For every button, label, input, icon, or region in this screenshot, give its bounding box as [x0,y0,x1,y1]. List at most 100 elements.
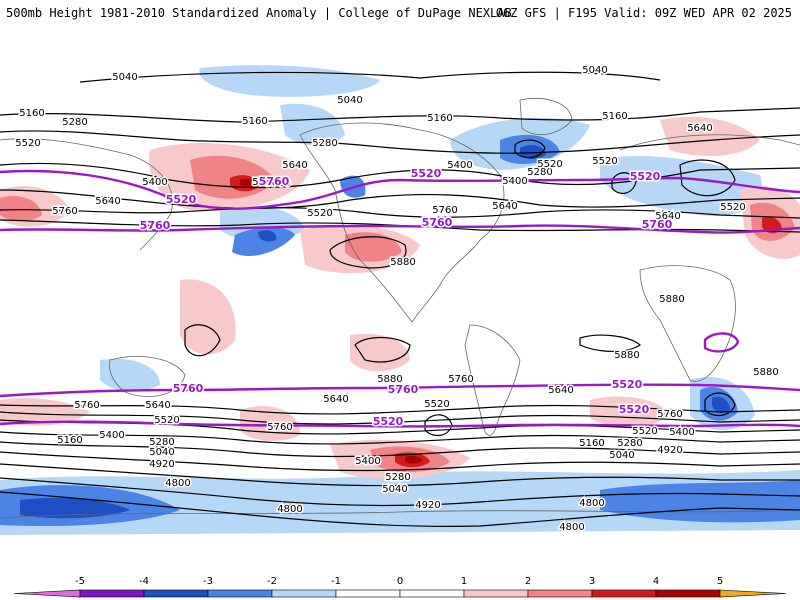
highlighted-contour-label: 5760 [388,383,419,396]
anomaly-neg1-area [600,155,762,216]
colorbar-right-extension [719,589,787,598]
contour-5400-south [0,431,800,445]
contour-label-halo: 4800 [277,504,302,515]
contour-label: 5760 [432,205,457,216]
contour-label: 5400 [99,430,124,441]
map-title: 500mb Height 1981-2010 Standardized Anom… [6,6,512,20]
anomaly-neg3-area [712,396,730,413]
contour-label-halo: 5160 [57,435,82,446]
contour-label-halo: 4920 [415,500,440,511]
anomaly-neg3-area [258,230,277,242]
contour-label-halo: 5400 [355,456,380,467]
contour-5520 [0,189,800,209]
contour-label-halo: 5640 [548,385,573,396]
contour-label: 4800 [579,498,604,509]
contour-label: 5040 [337,95,362,106]
contour-label-halo: 5760 [432,205,457,216]
highlighted-contour-label-halo: 5760 [388,383,419,396]
contour-label-halo: 5040 [582,65,607,76]
contour-label-halo: 5520 [154,415,179,426]
contour-label: 5640 [548,385,573,396]
contour-label-halo: 5040 [337,95,362,106]
contour-label-halo: 5040 [382,484,407,495]
contour-label-halo: 5880 [753,367,778,378]
contour-label: 5280 [62,117,87,128]
highlighted-contour-labels: 5520552055205520552055205760576057605760… [138,166,674,430]
contour-label-halo: 5160 [427,113,452,124]
anomaly-neg1-area [280,103,345,146]
contour-label-halo: 5400 [99,430,124,441]
contour-label-halo: 5880 [390,257,415,268]
contour-label-halo: 5520 [424,399,449,410]
contour-5040-south [0,463,800,487]
contour-label: 5760 [657,409,682,420]
contour-label-halo: 5040 [112,72,137,83]
contour-label: 5040 [382,484,407,495]
contour-label-halo: 5520 [592,156,617,167]
contour-label: 4800 [559,522,584,533]
run-info: 06Z GFS | F195 Valid: 09Z WED APR 02 202… [495,6,792,20]
purple-contour-closed [703,332,740,353]
contour-label: 5880 [659,294,684,305]
contour-label: 5640 [492,201,517,212]
contour-label: 5040 [609,450,634,461]
contour-label-halo: 5640 [282,160,307,171]
contour-label-halo: 5160 [579,438,604,449]
contour-label: 5520 [15,138,40,149]
colorbar-tick-label: 0 [397,576,403,587]
contour-label: 5040 [112,72,137,83]
anomaly-pos4-area [240,178,255,188]
contour-label-halo: 5760 [448,374,473,385]
colorbar-tick-label: -3 [203,576,213,587]
contour-label-halo: 5640 [95,196,120,207]
colorbar-segment [591,589,657,598]
anomaly-neg1-area [0,470,800,535]
south-america-coast [464,324,521,436]
highlighted-contour-label-halo: 5760 [140,219,171,232]
colorbar-tick-label: 2 [525,576,531,587]
australia-coast [109,356,186,397]
contour-label: 5280 [149,437,174,448]
highlighted-contour-label-halo: 5760 [259,175,290,188]
contour-labels: 5040 5040 5040 5040 5040 5040 5160 5160 5280 5280… [14,64,780,535]
contour-label: 4800 [165,478,190,489]
contour-label: 5160 [57,435,82,446]
anomaly-pos2-area [345,232,402,262]
contour-label-halo: 5880 [377,374,402,385]
contour-label: 5640 [323,394,348,405]
contour-5160-south [0,451,800,472]
contour-label: 5280 [312,138,337,149]
contour-label-halo: 5640 [687,123,712,134]
contour-5160 [0,107,800,123]
contour-label: 5760 [252,177,277,188]
purple-contour-5520-north [0,169,800,210]
anomaly-pos4-area [405,455,422,464]
contour-label-halo: 5760 [252,177,277,188]
contour-label: 5400 [447,160,472,171]
contour-label-halo: 4800 [579,498,604,509]
contour-label-halo: 5160 [19,108,44,119]
contour-label-halo: 5280 [312,138,337,149]
contour-label: 5400 [355,456,380,467]
contour-5760-south [0,404,800,415]
contour-label-halo: 5520 [15,138,40,149]
antarctica-coast [0,509,800,519]
colorbar-segment [655,589,721,598]
north-america-coast [299,122,505,323]
highlighted-contour-label-halo: 5760 [422,216,453,229]
contour-5280-south [0,441,800,458]
contour-label: 5280 [617,438,642,449]
contour-4800-south [0,491,800,527]
colorbar-tick-label: -1 [331,576,341,587]
contour-label: 4920 [149,459,174,470]
contour-label-halo: 5400 [142,177,167,188]
contour-label-halo: 5880 [659,294,684,305]
anomaly-neg1-area [100,358,160,392]
contour-label: 5160 [579,438,604,449]
contour-label: 5160 [242,116,267,127]
anomaly-pos1-area [180,279,236,355]
contour-label: 5160 [19,108,44,119]
contour-label: 5400 [669,427,694,438]
contour-label-halo: 5280 [149,437,174,448]
low-center-contour [704,392,736,416]
